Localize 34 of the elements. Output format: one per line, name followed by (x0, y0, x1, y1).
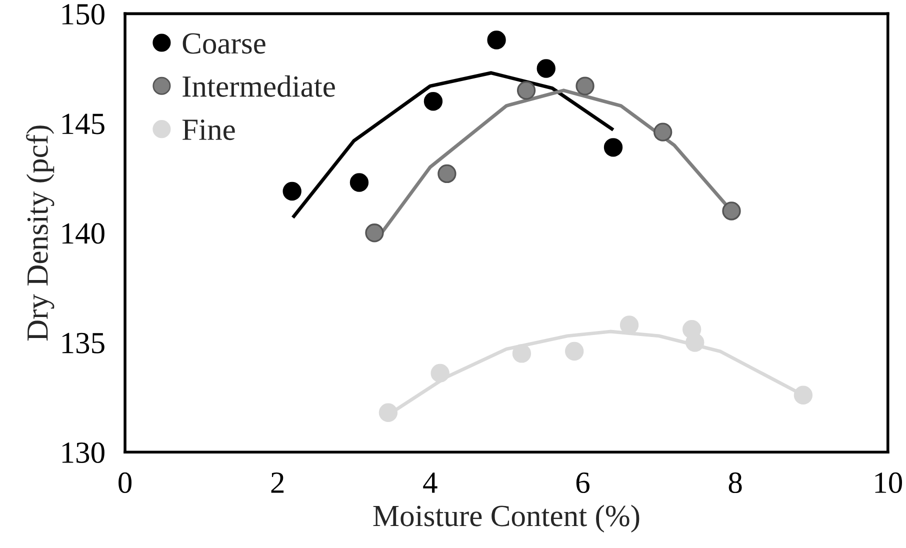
point (350, 173, 369, 192)
point (430, 364, 450, 383)
y-tick-label: 140 (62, 223, 104, 244)
point (438, 164, 456, 184)
point (654, 122, 672, 142)
point (516, 81, 536, 100)
y-tick-label: 145 (62, 114, 104, 134)
x-tick-label: 6 (576, 472, 590, 494)
point (378, 403, 398, 422)
point (794, 386, 813, 404)
y-tick-label: 135 (62, 332, 104, 354)
legend-label: Intermediate (182, 75, 335, 97)
legend-label: Coarse (182, 33, 266, 54)
point (576, 76, 594, 96)
point (365, 224, 384, 242)
x-tick-label: 0 (118, 472, 132, 494)
point (282, 182, 302, 201)
x-tick-label: 8 (728, 472, 742, 494)
point (487, 30, 506, 50)
y-axis-title: Dry Density (pcf) (26, 126, 54, 341)
point (722, 202, 741, 220)
y-tick-label: 130 (62, 442, 104, 463)
x-tick-label: 2 (271, 472, 284, 493)
point (565, 342, 584, 361)
x-axis-title: Moisture Content (%) (373, 504, 640, 533)
point (536, 59, 556, 78)
point (686, 333, 704, 352)
point (604, 138, 623, 157)
legend-label: Fine (182, 120, 235, 140)
y-tick-label: 150 (62, 4, 104, 25)
point (512, 344, 532, 363)
point (424, 92, 443, 111)
x-tick-label: 10 (875, 472, 902, 494)
x-tick-label: 4 (423, 472, 438, 493)
